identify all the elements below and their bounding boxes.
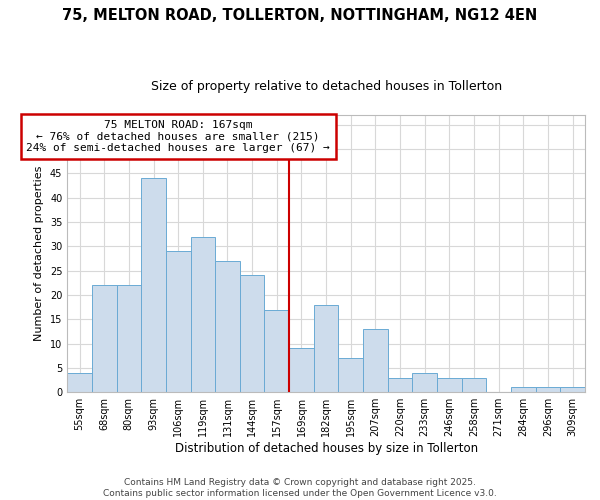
Bar bbox=[67, 373, 92, 392]
Bar bbox=[116, 285, 141, 392]
Bar bbox=[511, 388, 536, 392]
Bar bbox=[462, 378, 487, 392]
Bar bbox=[412, 373, 437, 392]
Bar bbox=[215, 261, 240, 392]
Bar bbox=[536, 388, 560, 392]
Bar bbox=[265, 310, 289, 392]
Bar bbox=[437, 378, 462, 392]
Text: 75, MELTON ROAD, TOLLERTON, NOTTINGHAM, NG12 4EN: 75, MELTON ROAD, TOLLERTON, NOTTINGHAM, … bbox=[62, 8, 538, 22]
Y-axis label: Number of detached properties: Number of detached properties bbox=[34, 166, 44, 342]
Text: Contains HM Land Registry data © Crown copyright and database right 2025.
Contai: Contains HM Land Registry data © Crown c… bbox=[103, 478, 497, 498]
Bar bbox=[92, 285, 116, 392]
Bar bbox=[560, 388, 585, 392]
Bar bbox=[240, 276, 265, 392]
Bar bbox=[363, 329, 388, 392]
Text: 75 MELTON ROAD: 167sqm
← 76% of detached houses are smaller (215)
24% of semi-de: 75 MELTON ROAD: 167sqm ← 76% of detached… bbox=[26, 120, 330, 153]
Bar bbox=[141, 178, 166, 392]
Title: Size of property relative to detached houses in Tollerton: Size of property relative to detached ho… bbox=[151, 80, 502, 93]
Bar bbox=[314, 304, 338, 392]
X-axis label: Distribution of detached houses by size in Tollerton: Distribution of detached houses by size … bbox=[175, 442, 478, 455]
Bar bbox=[388, 378, 412, 392]
Bar bbox=[289, 348, 314, 392]
Bar bbox=[166, 251, 191, 392]
Bar bbox=[338, 358, 363, 392]
Bar bbox=[191, 236, 215, 392]
